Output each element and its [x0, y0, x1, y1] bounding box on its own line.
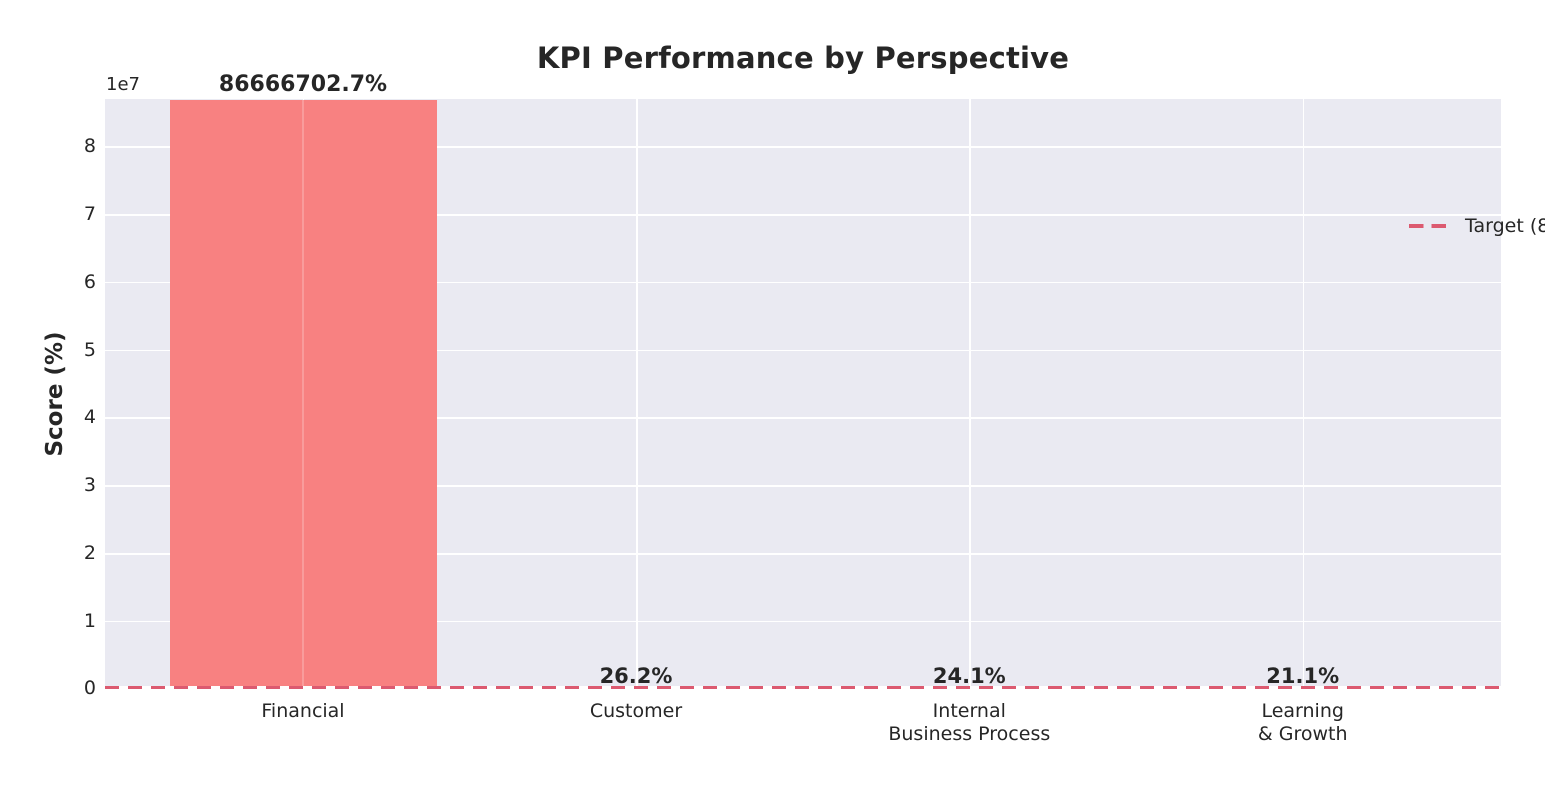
gridline-h-6: [105, 281, 1501, 284]
x-tick-financial: Financial: [143, 700, 463, 723]
bar-label-financial: 86666702.7%: [218, 72, 388, 97]
gridline-v-internal: [969, 99, 972, 689]
y-tick-5: 5: [83, 338, 96, 361]
y-tick-2: 2: [83, 541, 96, 564]
bar-label-internal: 24.1%: [932, 664, 1006, 688]
y-tick-1: 1: [83, 609, 96, 632]
chart-title: KPI Performance by Perspective: [536, 41, 1070, 75]
gridline-h-3: [105, 485, 1501, 487]
x-tick-line: Internal: [932, 700, 1006, 722]
x-tick-learning: Learning & Growth: [1143, 700, 1463, 745]
gridline-v-customer: [636, 99, 638, 689]
y-tick-7: 7: [83, 202, 96, 225]
gridline-h-4: [105, 417, 1501, 420]
bar-financial: [169, 100, 437, 689]
x-tick-line: Customer: [589, 700, 683, 722]
gridline-h-1: [105, 620, 1501, 623]
x-tick-line: Business Process: [888, 722, 1051, 745]
gridline-v-learning: [1302, 99, 1305, 689]
bar-label-learning: 21.1%: [1266, 664, 1340, 688]
plot-area: Target (80%): [105, 99, 1545, 689]
legend-label: Target (80%): [1465, 215, 1545, 237]
y-tick-8: 8: [83, 135, 96, 158]
y-tick-4: 4: [83, 406, 96, 429]
target-line: [105, 685, 1501, 690]
y-tick-3: 3: [83, 474, 96, 496]
x-tick-line: & Growth: [1257, 722, 1348, 745]
y-tick-0: 0: [83, 677, 96, 699]
y-tick-6: 6: [83, 270, 96, 293]
gridline-h-5: [105, 349, 1501, 352]
legend: Target (80%): [1409, 214, 1545, 238]
bar-gridline-showthrough: [302, 100, 304, 689]
x-tick-line: Financial: [261, 700, 345, 722]
gridline-h-2: [105, 552, 1501, 555]
y-axis-offset-label: 1e7: [106, 74, 140, 95]
x-tick-line: Learning: [1261, 700, 1344, 722]
x-tick-internal: Internal Business Process: [809, 700, 1129, 745]
dashed-line-icon: [1409, 224, 1446, 228]
bar-label-customer: 26.2%: [599, 664, 673, 688]
gridline-h-8: [105, 146, 1501, 148]
gridline-h-7: [105, 213, 1501, 216]
x-tick-customer: Customer: [476, 700, 796, 723]
